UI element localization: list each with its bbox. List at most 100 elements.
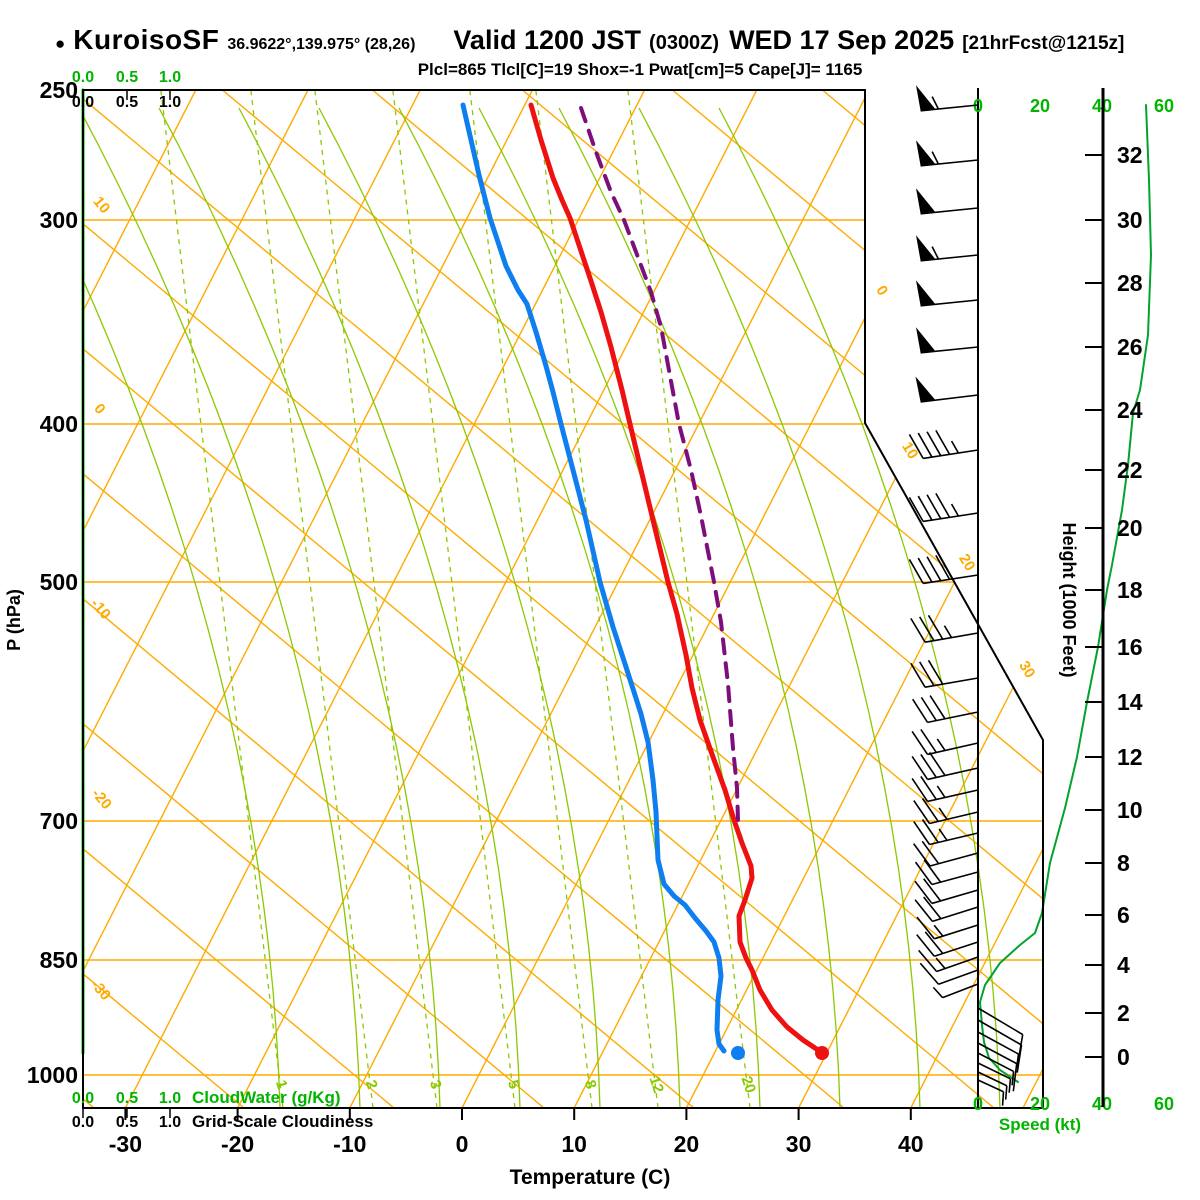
- isotherm-line: [83, 90, 309, 1108]
- cloudwater-scale-top: 0.0: [72, 69, 94, 86]
- wind-barb: [977, 1019, 1023, 1073]
- height-tick-label: 6: [1117, 902, 1130, 928]
- mixing-ratio-line: [392, 90, 516, 1108]
- dry-adiabat-line: [971, 90, 1043, 1108]
- pressure-tick-label: 400: [40, 411, 78, 437]
- wind-barb: [977, 1062, 1012, 1093]
- dry-adiabat-label: -10: [87, 595, 114, 623]
- wind-barb: [916, 280, 979, 307]
- wind-barb: [916, 327, 979, 354]
- dewpoint-curve: [460, 102, 727, 1054]
- mixing-ratio-line: [160, 90, 284, 1108]
- wind-barb: [916, 931, 979, 958]
- wind-barb: [911, 695, 979, 724]
- height-tick-label: 18: [1117, 577, 1143, 603]
- moist-adiabat-line: [83, 107, 361, 1108]
- speed-tick-label-top: 0: [973, 96, 983, 116]
- mixing-ratio-line: [627, 90, 751, 1108]
- forecast-hour: [21hrFcst@1215z]: [962, 33, 1125, 54]
- isotherm-line: [797, 90, 1043, 1108]
- wind-barb: [911, 752, 979, 781]
- pressure-tick-label: 1000: [27, 1062, 78, 1088]
- station-bullet-icon: ●: [55, 34, 66, 53]
- temperature-tick-label: -30: [109, 1131, 142, 1157]
- height-tick-label: 4: [1117, 952, 1130, 978]
- cloudwater-scale-bottom: 0.0: [72, 1090, 94, 1107]
- wind-barb: [916, 916, 979, 940]
- cloudwater-scale-bottom: 0.5: [116, 1090, 138, 1107]
- isotherm-line: [685, 90, 1043, 1108]
- mixing-ratio-line: [314, 90, 438, 1108]
- height-tick-label: 30: [1117, 207, 1143, 233]
- title-bar: ● KuroisoSF 36.9622°,139.975° (28,26) Va…: [55, 24, 1124, 56]
- valid-date: WED 17 Sep 2025: [729, 25, 955, 55]
- isotherm-line: [236, 90, 758, 1108]
- moist-adiabat-line: [638, 107, 921, 1108]
- cloudiness-scale-bottom: 1.0: [159, 1114, 181, 1131]
- height-tick-label: 0: [1117, 1044, 1130, 1070]
- wind-barb: [919, 962, 979, 986]
- wind-barb: [908, 429, 979, 460]
- speed-tick-label-bottom: 60: [1154, 1094, 1174, 1114]
- moist-adiabat-line: [318, 107, 601, 1108]
- mixing-ratio-label: 12: [646, 1074, 667, 1095]
- wind-barb: [916, 140, 979, 167]
- station-name: KuroisoSF: [73, 24, 220, 55]
- moist-adiabat-line: [158, 107, 441, 1108]
- wind-barb: [916, 235, 979, 262]
- speed-tick-label-bottom: 0: [973, 1094, 983, 1114]
- moist-adiabat-line: [83, 107, 281, 1108]
- height-tick-label: 10: [1117, 797, 1143, 823]
- cloudwater-scale-top: 1.0: [159, 69, 181, 86]
- surface-temperature-dot: [815, 1046, 829, 1060]
- wind-barb: [910, 659, 979, 688]
- pressure-axis-title: P (hPa): [4, 589, 24, 651]
- pressure-tick-label: 300: [40, 207, 78, 233]
- temperature-tick-label: 40: [898, 1131, 924, 1157]
- wind-barb: [977, 1079, 1005, 1106]
- cloudwater-scale-top: 0.5: [116, 69, 138, 86]
- mixing-ratio-label: 20: [738, 1074, 759, 1095]
- valid-time: Valid 1200 JST: [453, 25, 642, 55]
- height-tick-label: 24: [1117, 397, 1143, 423]
- pressure-tick-label: 850: [40, 947, 78, 973]
- valid-time-utc: (0300Z): [649, 32, 720, 54]
- height-tick-label: 28: [1117, 270, 1143, 296]
- dry-adiabat-line: [83, 90, 1043, 1108]
- moist-adiabat-line: [238, 107, 521, 1108]
- wind-barb: [913, 819, 979, 846]
- isotherm-line: [83, 90, 421, 1108]
- moist-adiabat-line: [478, 107, 761, 1108]
- isotherm-line: [83, 90, 197, 1108]
- wind-barb: [918, 949, 979, 973]
- isotherm-line: [910, 90, 1043, 1108]
- dry-adiabat-line: [83, 90, 1043, 1108]
- isotherm-line: [461, 90, 982, 1108]
- pressure-tick-label: 500: [40, 569, 78, 595]
- wind-barb: [908, 554, 979, 585]
- dry-adiabat-label: 10: [90, 193, 114, 217]
- dry-adiabat-line: [521, 90, 1043, 1108]
- isotherm-label: 0: [872, 283, 891, 299]
- wind-barb: [916, 188, 979, 215]
- dry-adiabat-line: [83, 90, 545, 1108]
- wind-barb: [911, 775, 979, 803]
- moist-adiabat-line: [558, 107, 841, 1108]
- plot-frame: [82, 89, 1044, 1109]
- height-tick-label: 8: [1117, 850, 1130, 876]
- pressure-tick-label: 700: [40, 808, 78, 834]
- wind-barbs: [908, 85, 1024, 1106]
- speed-tick-label-bottom: 20: [1030, 1094, 1050, 1114]
- wind-barb: [916, 85, 979, 112]
- height-tick-label: 12: [1117, 744, 1143, 770]
- moist-adiabat-line: [718, 107, 1001, 1108]
- wind-barb: [915, 376, 979, 403]
- temperature-tick-label: 0: [456, 1131, 469, 1157]
- height-tick-label: 16: [1117, 634, 1143, 660]
- cloudiness-scale-top: 0.5: [116, 94, 138, 111]
- isotherm-line: [349, 90, 870, 1108]
- speed-tick-label-top: 60: [1154, 96, 1174, 116]
- wind-barb: [932, 983, 979, 999]
- parcel-curve: [579, 106, 740, 822]
